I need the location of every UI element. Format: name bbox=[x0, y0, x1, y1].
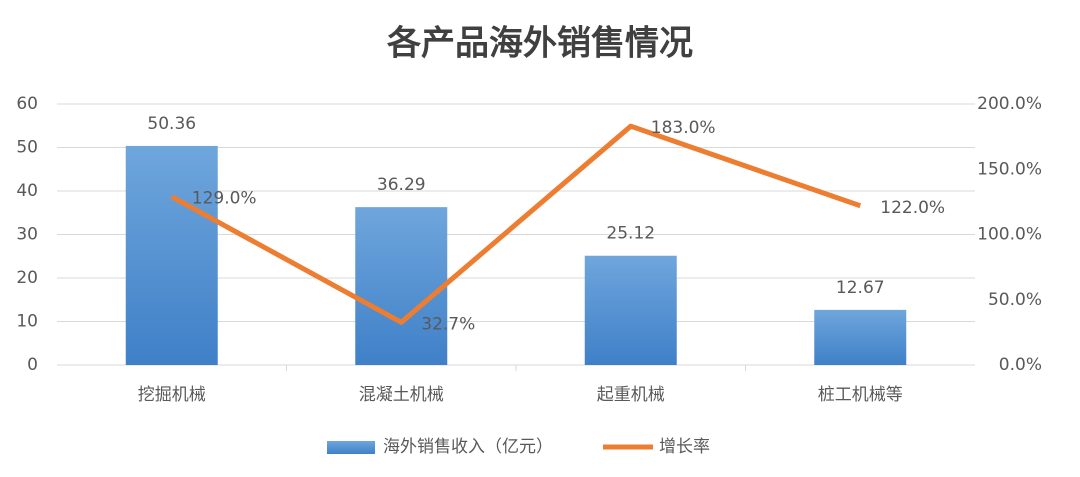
y-tick-label: 30 bbox=[16, 225, 38, 245]
line bbox=[170, 123, 862, 325]
bar-value-label: 36.29 bbox=[377, 175, 426, 195]
y-tick-label: 0 bbox=[27, 355, 38, 375]
legend-label: 海外销售收入（亿元） bbox=[383, 437, 553, 457]
legend-swatch bbox=[327, 441, 375, 454]
bar-value-label: 25.12 bbox=[606, 224, 655, 244]
bar bbox=[355, 207, 448, 365]
y-tick-label: 60 bbox=[16, 94, 38, 114]
bar bbox=[125, 145, 218, 365]
bar bbox=[584, 255, 677, 365]
bar-value-label: 12.67 bbox=[836, 278, 885, 298]
line-value-label: 183.0% bbox=[651, 118, 716, 138]
y2-tick-label: 0.0% bbox=[999, 355, 1042, 375]
y-tick-label: 50 bbox=[16, 138, 38, 158]
legend-label: 增长率 bbox=[659, 437, 710, 457]
y-tick-label: 10 bbox=[16, 312, 38, 332]
bar-value-label: 50.36 bbox=[147, 114, 196, 134]
line-value-label: 32.7% bbox=[421, 314, 475, 334]
x-tick-label: 起重机械 bbox=[597, 385, 665, 405]
y-tick-label: 40 bbox=[16, 181, 38, 201]
x-tick-label: 混凝土机械 bbox=[359, 385, 444, 405]
y2-tick-label: 200.0% bbox=[977, 94, 1042, 114]
x-tick-label: 挖掘机械 bbox=[138, 385, 206, 405]
line-value-label: 129.0% bbox=[192, 189, 257, 209]
y2-tick-label: 100.0% bbox=[977, 225, 1042, 245]
chart-title: 各产品海外销售情况 bbox=[387, 24, 693, 64]
y-tick-label: 20 bbox=[16, 268, 38, 288]
x-tick-label: 桩工机械等 bbox=[818, 385, 903, 405]
line-value-label: 122.0% bbox=[880, 198, 945, 218]
bar bbox=[814, 309, 907, 365]
y2-tick-label: 150.0% bbox=[977, 159, 1042, 179]
y2-tick-label: 50.0% bbox=[988, 290, 1042, 310]
